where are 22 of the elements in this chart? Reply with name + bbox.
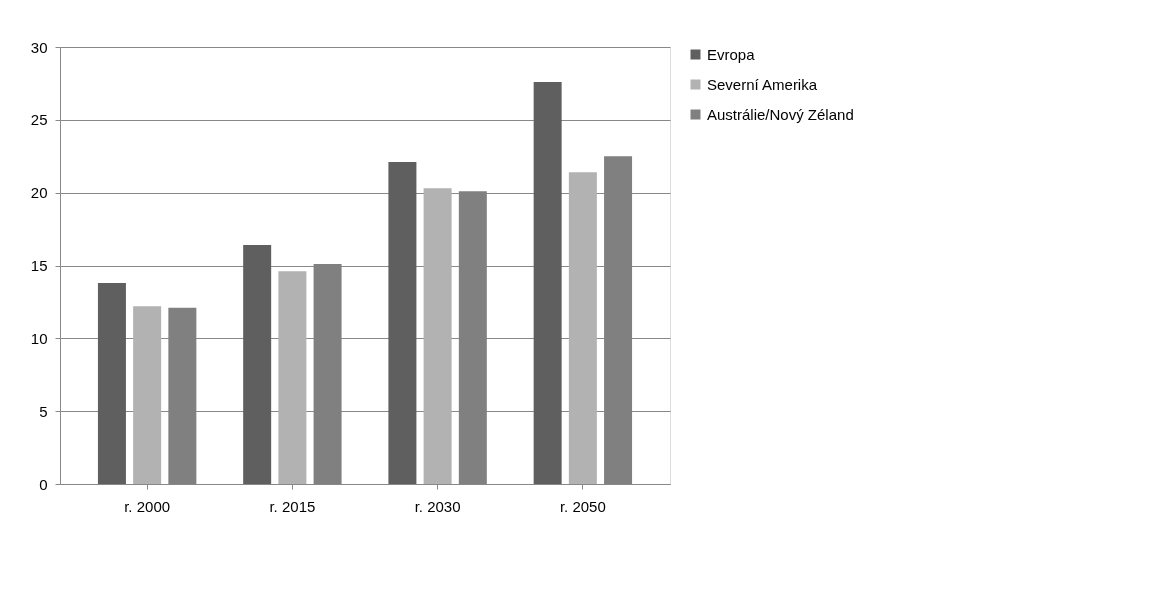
bar: [423, 188, 452, 484]
y-tick-label: 5: [39, 402, 48, 420]
x-tick-label: r. 2030: [414, 497, 461, 515]
bar: [278, 271, 307, 484]
bar: [243, 245, 272, 484]
y-tick-label: 25: [30, 111, 48, 129]
legend-label: Severní Amerika: [707, 75, 818, 93]
bar: [533, 81, 562, 484]
legend-label: Austrálie/Nový Zéland: [707, 105, 854, 123]
bar: [133, 306, 162, 484]
bar: [568, 172, 597, 484]
y-tick-label: 0: [39, 475, 48, 493]
x-tick-label: r. 2050: [559, 497, 606, 515]
y-tick-label: 15: [30, 257, 48, 274]
legend-label: Evropa: [707, 45, 756, 63]
y-tick-label: 20: [30, 184, 48, 202]
x-tick-label: r. 2015: [269, 497, 316, 515]
y-tick-label: 10: [30, 329, 48, 347]
x-tick-label: r. 2000: [124, 497, 171, 515]
bar: [388, 162, 417, 484]
y-tick-label: 30: [30, 38, 48, 56]
bar: [97, 282, 126, 484]
